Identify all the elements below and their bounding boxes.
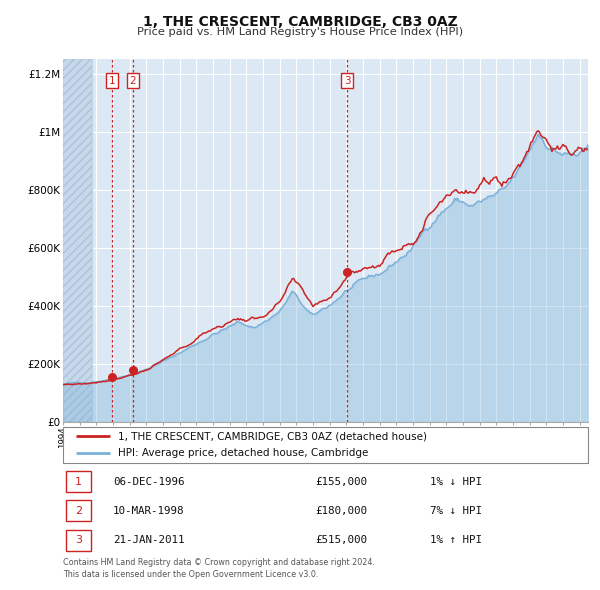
Text: 3: 3: [75, 535, 82, 545]
Text: 1: 1: [109, 76, 115, 86]
FancyBboxPatch shape: [65, 471, 91, 492]
Text: 06-DEC-1996: 06-DEC-1996: [113, 477, 184, 487]
Text: £515,000: £515,000: [315, 535, 367, 545]
Bar: [63, 59, 92, 422]
Text: 2: 2: [74, 506, 82, 516]
Text: 1% ↑ HPI: 1% ↑ HPI: [431, 535, 482, 545]
Text: 3: 3: [344, 76, 350, 86]
Bar: [63, 59, 92, 422]
Text: Contains HM Land Registry data © Crown copyright and database right 2024.
This d: Contains HM Land Registry data © Crown c…: [63, 558, 375, 579]
FancyBboxPatch shape: [65, 500, 91, 522]
Text: Price paid vs. HM Land Registry's House Price Index (HPI): Price paid vs. HM Land Registry's House …: [137, 27, 463, 37]
Text: 10-MAR-1998: 10-MAR-1998: [113, 506, 184, 516]
Text: HPI: Average price, detached house, Cambridge: HPI: Average price, detached house, Camb…: [118, 448, 368, 458]
Text: £155,000: £155,000: [315, 477, 367, 487]
Text: 21-JAN-2011: 21-JAN-2011: [113, 535, 184, 545]
Text: 1% ↓ HPI: 1% ↓ HPI: [431, 477, 482, 487]
FancyBboxPatch shape: [63, 427, 588, 463]
Text: 1: 1: [75, 477, 82, 487]
Text: £180,000: £180,000: [315, 506, 367, 516]
Text: 1, THE CRESCENT, CAMBRIDGE, CB3 0AZ: 1, THE CRESCENT, CAMBRIDGE, CB3 0AZ: [143, 15, 457, 29]
Text: 2: 2: [130, 76, 136, 86]
Text: 1, THE CRESCENT, CAMBRIDGE, CB3 0AZ (detached house): 1, THE CRESCENT, CAMBRIDGE, CB3 0AZ (det…: [118, 431, 427, 441]
FancyBboxPatch shape: [65, 530, 91, 550]
Text: 7% ↓ HPI: 7% ↓ HPI: [431, 506, 482, 516]
